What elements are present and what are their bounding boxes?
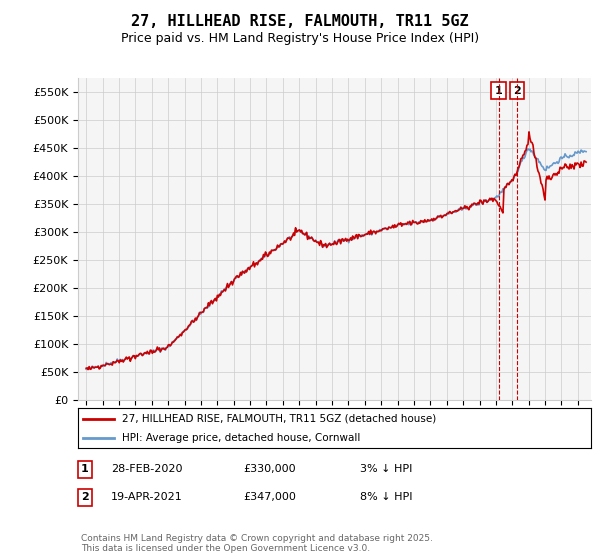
Text: 28-FEB-2020: 28-FEB-2020 [111,464,182,474]
Text: 27, HILLHEAD RISE, FALMOUTH, TR11 5GZ (detached house): 27, HILLHEAD RISE, FALMOUTH, TR11 5GZ (d… [122,414,436,424]
Text: £330,000: £330,000 [243,464,296,474]
Text: £347,000: £347,000 [243,492,296,502]
Text: 1: 1 [494,86,502,96]
Text: 2: 2 [514,86,521,96]
Text: 19-APR-2021: 19-APR-2021 [111,492,183,502]
Text: 27, HILLHEAD RISE, FALMOUTH, TR11 5GZ: 27, HILLHEAD RISE, FALMOUTH, TR11 5GZ [131,14,469,29]
Text: Contains HM Land Registry data © Crown copyright and database right 2025.
This d: Contains HM Land Registry data © Crown c… [81,534,433,553]
Text: 3% ↓ HPI: 3% ↓ HPI [360,464,412,474]
Text: 2: 2 [81,492,89,502]
Text: HPI: Average price, detached house, Cornwall: HPI: Average price, detached house, Corn… [122,433,360,443]
Text: 8% ↓ HPI: 8% ↓ HPI [360,492,413,502]
Text: 1: 1 [81,464,89,474]
Text: Price paid vs. HM Land Registry's House Price Index (HPI): Price paid vs. HM Land Registry's House … [121,32,479,45]
